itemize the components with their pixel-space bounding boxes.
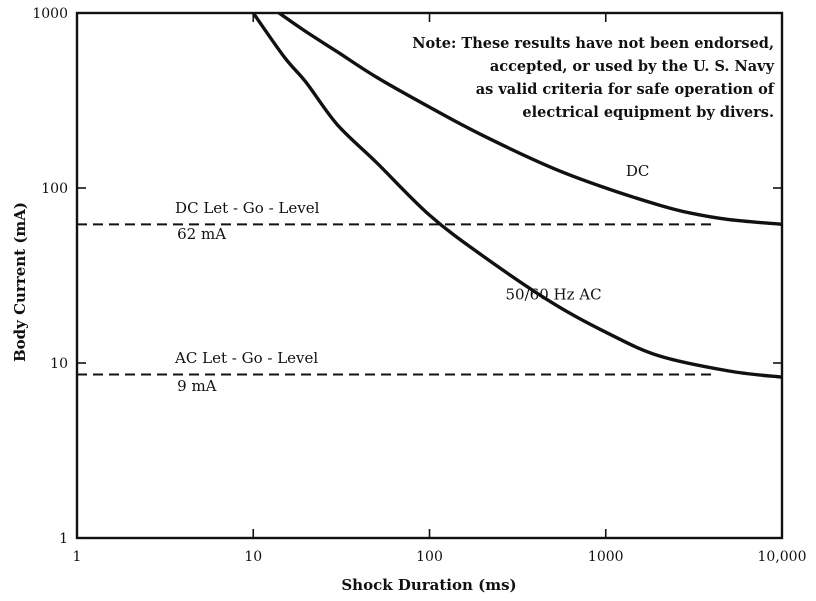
annotation-dc-curve: DC xyxy=(626,162,650,180)
annotation-dc-let-go-value: 62 mA xyxy=(177,225,226,243)
y-tick-label: 1000 xyxy=(32,6,68,22)
y-axis-title: Body Current (mA) xyxy=(11,202,29,362)
x-tick-label: 10 xyxy=(244,549,262,565)
y-tick-label: 100 xyxy=(41,181,68,197)
note-line: as valid criteria for safe operation of xyxy=(476,81,776,98)
note-block: Note: These results have not been endors… xyxy=(412,35,776,121)
x-tick-label: 1 xyxy=(73,549,82,565)
annotation-ac-curve: 50/60 Hz AC xyxy=(506,286,602,304)
annotation-dc-let-go: DC Let - Go - Level xyxy=(175,199,320,217)
y-tick-label: 1 xyxy=(59,531,68,547)
note-line: electrical equipment by divers. xyxy=(522,104,774,121)
annotation-ac-let-go: AC Let - Go - Level xyxy=(174,349,318,367)
note-line: accepted, or used by the U. S. Navy xyxy=(490,58,775,75)
x-tick-label: 1000 xyxy=(588,549,624,565)
x-tick-label: 10,000 xyxy=(758,549,807,565)
x-axis-title: Shock Duration (ms) xyxy=(341,576,516,594)
y-tick-label: 10 xyxy=(50,356,68,372)
series-line xyxy=(278,13,782,227)
series-line xyxy=(251,13,782,379)
annotation-ac-let-go-value: 9 mA xyxy=(177,377,217,395)
note-line: Note: These results have not been endors… xyxy=(412,35,774,52)
x-tick-label: 100 xyxy=(416,549,443,565)
